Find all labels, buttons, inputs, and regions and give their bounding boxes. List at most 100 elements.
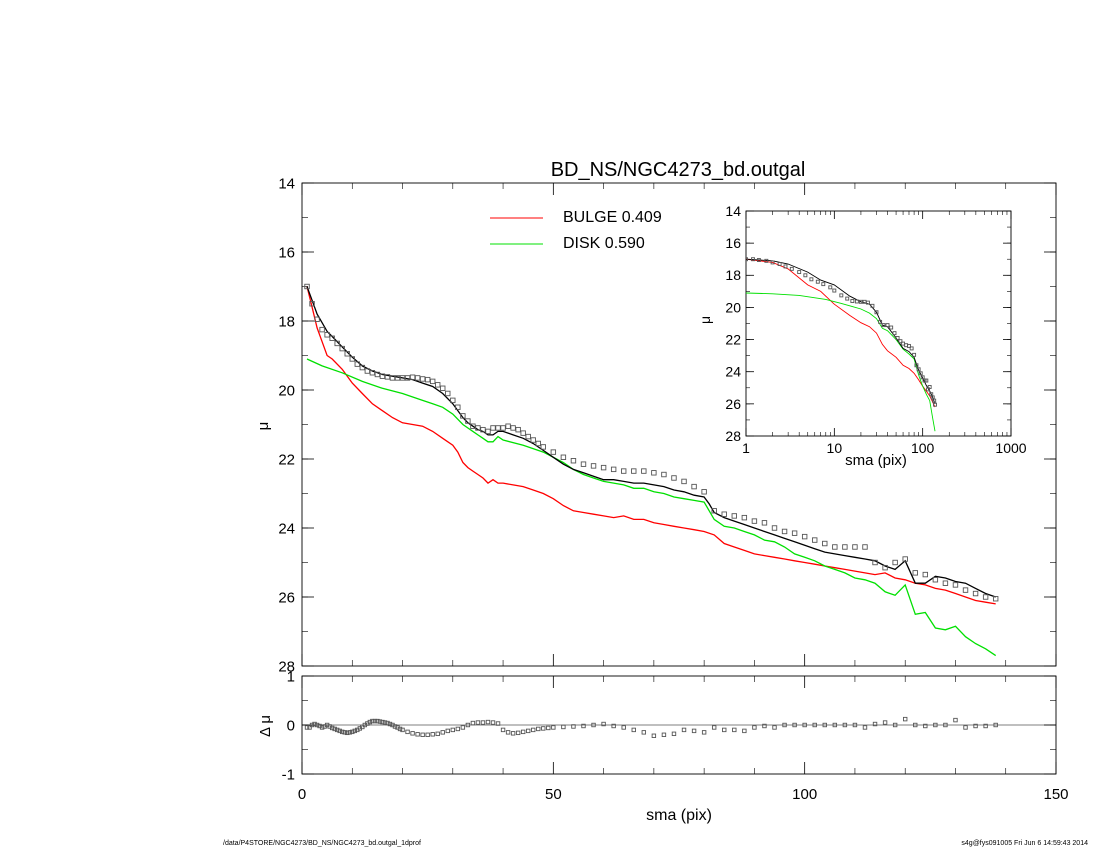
main-data-point [500,425,506,431]
resid-data-point [347,730,352,735]
inset-y-tick-label: 14 [725,203,741,219]
resid-data-point [460,725,466,730]
resid-data-point [536,726,541,732]
legend-disk-label: DISK 0.590 [563,235,645,252]
inset-data-point [885,323,890,328]
resid-data-point [953,717,958,723]
resid-data-point [802,722,807,728]
main-data-point [409,374,416,380]
main-data-point [490,425,496,431]
resid-data-point [375,718,380,724]
main-data-point [510,425,516,431]
resid-data-point [420,732,425,737]
resid-data-point [520,729,526,735]
resid-y-tick-label: -1 [282,766,295,783]
inset-y-tick-label: 22 [725,331,741,347]
inset-data-point [854,299,859,304]
resid-data-point [732,727,737,733]
inset-data-point [797,270,802,275]
inset-series-group [746,257,937,432]
main-data-point [419,376,426,382]
resid-data-point [581,723,586,729]
resid-data-point [377,719,383,724]
inset-data-point [918,371,923,376]
main-data-point [731,513,737,519]
main-data-point [550,449,557,455]
resid-data-point [772,725,777,730]
main-data-point [791,530,798,536]
main-data-point [515,426,521,433]
resid-data-point [551,725,556,730]
resid-data-point [485,719,491,725]
main-y-tick-label: 20 [278,382,295,399]
resid-data-point [913,722,918,728]
main-data-point [445,390,451,397]
main-data-point [832,544,838,550]
main-data-point [424,376,431,383]
main-data-point [329,335,335,341]
resid-data-point [812,722,817,728]
resid-y-tick-label: 1 [287,668,295,685]
resid-data-point [722,727,727,733]
main-data-point [982,594,989,600]
main-data-point [440,385,446,391]
main-data-point [344,351,350,357]
resid-data-point [611,723,616,729]
resid-x-tick-label: 0 [298,786,306,803]
resid-data-point [480,720,486,725]
main-data-point [450,397,456,404]
resid-data-point [882,720,888,725]
main-data-point [435,382,441,388]
main-y-axis-label: μ [255,422,272,431]
resid-data-point [752,725,757,730]
resid-data-point [455,726,461,732]
inset-data-point [777,262,782,266]
resid-y-tick-label: 0 [287,717,295,734]
resid-data-point [372,718,378,724]
resid-data-point [510,731,516,736]
resid-data-point [440,730,445,735]
resid-data-point [385,720,390,726]
main-data-point [319,326,325,333]
inset-data-point [815,279,820,284]
resid-data-point [872,721,878,727]
resid-data-point [983,723,988,729]
resid-x-tick-label: 100 [792,786,817,803]
resid-data-point [370,718,375,724]
resid-data-point [762,723,767,729]
main-data-point [339,345,345,352]
resid-data-point [711,725,717,730]
resid-data-point [350,729,355,735]
resid-data-point [973,723,978,729]
resid-data-point [641,730,647,735]
resid-data-point [601,721,606,727]
resid-data-point [963,725,968,730]
inset-x-tick-label: 100 [911,440,935,456]
main-data-point [379,373,386,379]
resid-data-point [681,727,687,733]
main-data-point [801,533,808,540]
resid-data-point [304,725,310,730]
inset-series-line-2 [746,258,936,405]
main-data-point [414,375,421,381]
main-data-point [374,371,381,378]
inset-data-point [751,257,755,262]
inset-data-point [783,264,788,269]
resid-data-point [307,725,312,730]
main-data-point [771,525,778,531]
resid-data-point [742,728,747,734]
resid-data-point [515,730,521,736]
main-data-point [761,520,768,526]
resid-series-group [304,716,998,738]
resid-data-point [380,719,385,725]
resid-data-point [410,731,415,736]
resid-data-point [505,730,511,735]
resid-data-point [342,730,347,735]
resid-data-point [312,721,317,727]
main-data-point [741,514,748,521]
resid-data-point [387,721,393,727]
main-data-point [480,426,486,433]
resid-data-point [340,729,345,735]
inset-data-point [914,363,919,368]
residual-y-axis-label: Δ μ [257,715,274,737]
